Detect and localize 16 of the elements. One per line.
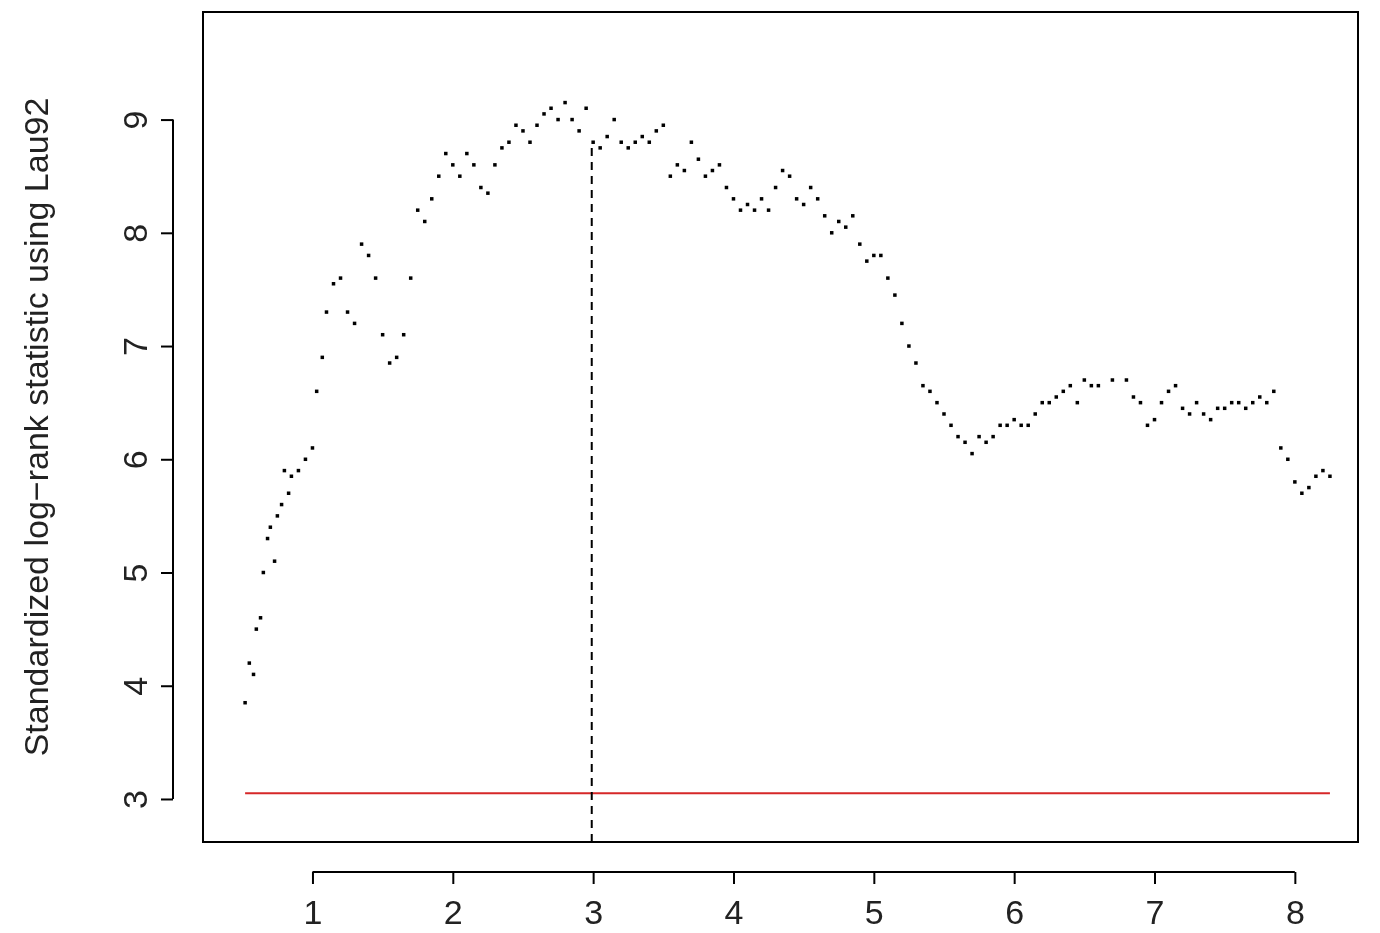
x-tick-label: 3 — [584, 893, 604, 932]
x-tick-label: 1 — [303, 893, 323, 932]
x-tick-label: 6 — [1005, 893, 1025, 932]
y-tick-label: 5 — [116, 563, 154, 583]
x-tick-label: 2 — [443, 893, 463, 932]
x-tick-label: 5 — [864, 893, 884, 932]
y-tick-label: 8 — [116, 223, 154, 243]
y-tick-label: 7 — [116, 337, 154, 356]
y-tick-label: 6 — [116, 450, 154, 470]
y-tick-label: 3 — [116, 790, 154, 809]
x-tick-label: 7 — [1145, 893, 1165, 932]
y-tick-label: 4 — [116, 676, 154, 696]
y-axis-title: Standardized log−rank statistic using Lau92 — [17, 97, 55, 757]
y-tick-label: 9 — [116, 110, 154, 130]
x-tick-label: 4 — [724, 893, 744, 932]
x-tick-label: 8 — [1285, 893, 1305, 932]
